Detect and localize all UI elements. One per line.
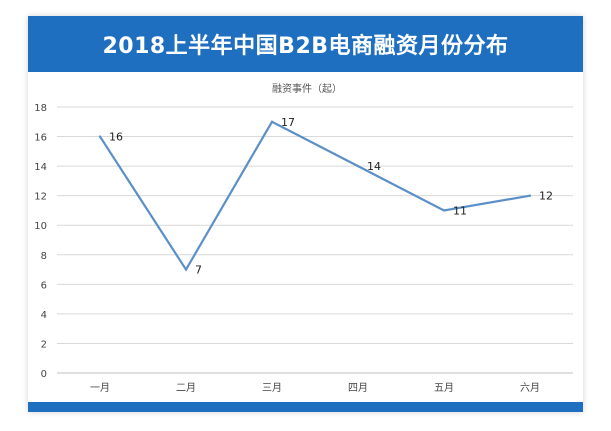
x-tick-label: 二月 [176,382,196,394]
y-axis-ticks: 0 2 4 6 8 10 12 14 16 18 [34,103,47,380]
y-tick-label: 10 [34,221,47,232]
y-tick-label: 18 [34,103,47,114]
x-axis-ticks: 一月 二月 三月 四月 五月 六月 [90,382,540,394]
data-point [184,268,188,271]
series-line [99,120,531,272]
data-label: 11 [453,204,467,217]
y-tick-label: 14 [34,162,47,173]
data-label: 12 [539,190,553,203]
x-tick-label: 四月 [348,382,368,394]
data-label: 17 [281,116,295,129]
x-tick-label: 五月 [434,382,454,394]
y-tick-label: 0 [41,369,47,380]
series-line-layer [98,120,532,272]
data-point [98,135,102,138]
data-label: 14 [367,160,381,173]
chart-card: 2018上半年中国B2B电商融资月份分布 [28,16,583,412]
data-label: 16 [109,131,123,144]
y-tick-label: 4 [41,310,47,321]
data-point [270,120,274,123]
y-tick-label: 12 [34,192,47,203]
data-point [442,209,446,212]
data-label: 7 [195,264,202,277]
chart-title-banner: 2018上半年中国B2B电商融资月份分布 [28,16,583,72]
data-point [356,164,360,168]
bottom-banner [28,402,583,412]
y-tick-label: 16 [34,133,47,144]
y-tick-label: 8 [41,251,47,262]
x-tick-label: 三月 [262,382,282,394]
x-tick-label: 六月 [520,382,540,394]
data-point [528,194,532,197]
y-tick-label: 2 [41,339,47,350]
gridlines [57,106,573,374]
data-labels: 16 7 17 14 11 12 [109,116,553,277]
y-tick-label: 6 [41,280,47,291]
chart-title: 2018上半年中国B2B电商融资月份分布 [102,34,509,59]
x-tick-label: 一月 [90,382,110,394]
series-title: 融资事件（起） [272,82,342,95]
